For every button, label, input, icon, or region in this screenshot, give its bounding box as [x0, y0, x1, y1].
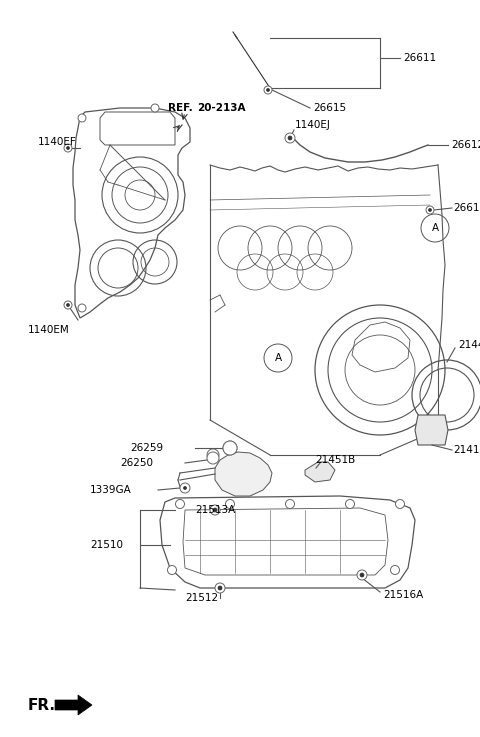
- Text: A: A: [432, 223, 439, 233]
- Circle shape: [357, 570, 367, 580]
- Circle shape: [396, 500, 405, 509]
- Text: 26615: 26615: [313, 103, 346, 113]
- Text: 21443: 21443: [458, 340, 480, 350]
- Circle shape: [176, 500, 184, 509]
- Circle shape: [215, 583, 225, 593]
- Circle shape: [286, 500, 295, 509]
- Polygon shape: [415, 415, 448, 445]
- Text: 26612B: 26612B: [451, 140, 480, 150]
- Text: 1140EF: 1140EF: [38, 137, 77, 147]
- Circle shape: [207, 452, 219, 464]
- Circle shape: [223, 441, 237, 455]
- Polygon shape: [215, 452, 272, 496]
- Text: 21414: 21414: [453, 445, 480, 455]
- Circle shape: [67, 304, 70, 307]
- Text: 21510: 21510: [90, 540, 123, 550]
- Circle shape: [64, 144, 72, 152]
- Circle shape: [183, 486, 187, 489]
- Circle shape: [213, 508, 217, 512]
- Circle shape: [429, 209, 432, 212]
- Text: A: A: [275, 353, 282, 363]
- Circle shape: [207, 449, 219, 461]
- Circle shape: [180, 483, 190, 493]
- Polygon shape: [305, 462, 335, 482]
- Circle shape: [285, 133, 295, 143]
- Circle shape: [228, 445, 232, 450]
- Text: 26259: 26259: [130, 443, 163, 453]
- Circle shape: [391, 565, 399, 575]
- Circle shape: [218, 586, 222, 590]
- Circle shape: [78, 114, 86, 122]
- Text: 1140EM: 1140EM: [28, 325, 70, 335]
- Text: REF.: REF.: [168, 103, 193, 113]
- Circle shape: [264, 86, 272, 94]
- Text: 21451B: 21451B: [315, 455, 355, 465]
- Circle shape: [288, 136, 292, 140]
- Circle shape: [67, 147, 70, 150]
- Text: 1140EJ: 1140EJ: [295, 120, 331, 130]
- Text: 21513A: 21513A: [195, 505, 235, 515]
- Polygon shape: [55, 695, 92, 715]
- Text: 21512: 21512: [185, 593, 218, 603]
- Circle shape: [64, 301, 72, 309]
- Circle shape: [226, 500, 235, 509]
- Circle shape: [346, 500, 355, 509]
- Circle shape: [223, 441, 237, 455]
- Text: 26614: 26614: [453, 203, 480, 213]
- Circle shape: [266, 88, 269, 91]
- Circle shape: [151, 104, 159, 112]
- Circle shape: [360, 573, 364, 577]
- Circle shape: [426, 206, 434, 214]
- Text: 26250: 26250: [120, 458, 153, 468]
- Text: 1339GA: 1339GA: [90, 485, 132, 495]
- Text: 20-213A: 20-213A: [197, 103, 245, 113]
- Text: 26611: 26611: [403, 53, 436, 63]
- Circle shape: [168, 565, 177, 575]
- Text: 21516A: 21516A: [383, 590, 423, 600]
- Circle shape: [210, 505, 220, 515]
- Circle shape: [211, 453, 215, 457]
- Text: FR.: FR.: [28, 697, 56, 713]
- Circle shape: [78, 304, 86, 312]
